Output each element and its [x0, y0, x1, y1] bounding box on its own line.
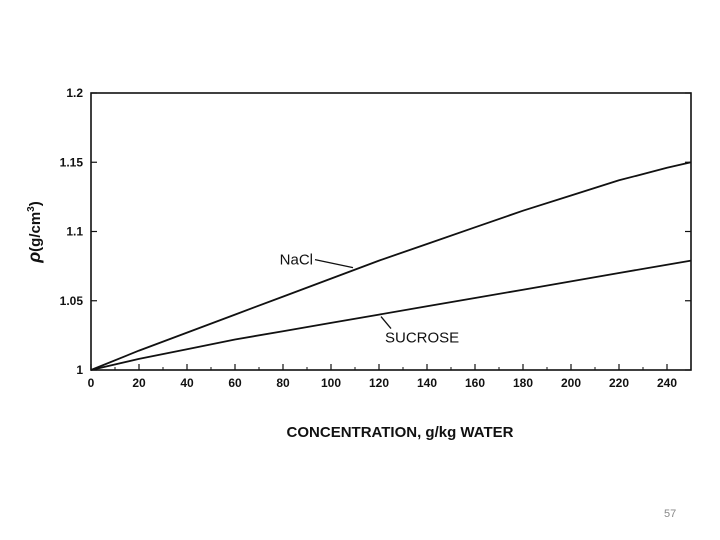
x-tick-label: 160	[465, 376, 485, 390]
x-tick-label: 20	[132, 376, 146, 390]
x-tick-label: 140	[417, 376, 437, 390]
x-axis-title: CONCENTRATION, g/kg WATER	[287, 424, 514, 441]
x-tick-label: 180	[513, 376, 533, 390]
axis-ticks: 0 20 40 60 80 100 120 140 160 180 200 220 240 1 1.05 1.…	[60, 86, 691, 390]
y-tick-label: 1.2	[66, 86, 83, 100]
y-axis-unit-prefix: (g/cm	[27, 212, 44, 252]
x-tick-label: 40	[180, 376, 194, 390]
x-tick-label: 200	[561, 376, 581, 390]
y-tick-label: 1	[76, 363, 83, 377]
x-tick-label: 80	[276, 376, 290, 390]
x-tick-label: 0	[88, 376, 95, 390]
x-tick-label: 240	[657, 376, 677, 390]
annotation-arrow-sucrose	[380, 316, 392, 330]
y-tick-label: 1.1	[66, 225, 83, 239]
x-tick-label: 120	[369, 376, 389, 390]
annotation-label-sucrose: SUCROSE	[385, 330, 459, 347]
y-axis-title: ρ(g/cm3)	[24, 201, 44, 263]
annotations: NaCl SUCROSE	[280, 252, 460, 347]
y-axis-symbol: ρ	[24, 252, 44, 264]
y-axis-unit-exponent: 3	[26, 206, 37, 212]
page-number: 57	[664, 508, 677, 520]
y-tick-label: 1.15	[60, 155, 84, 169]
series-line-sucrose	[90, 259, 692, 371]
series-line-nacl	[90, 161, 692, 371]
series-layer	[90, 161, 692, 371]
svg-text:ρ(g/cm3): ρ(g/cm3)	[24, 201, 44, 263]
annotation-arrow-nacl	[314, 258, 354, 269]
y-axis-unit-suffix: )	[27, 201, 44, 206]
y-tick-label: 1.05	[60, 294, 84, 308]
x-tick-label: 60	[228, 376, 242, 390]
x-tick-label: 220	[609, 376, 629, 390]
annotation-label-nacl: NaCl	[280, 252, 313, 269]
x-tick-label: 100	[321, 376, 341, 390]
